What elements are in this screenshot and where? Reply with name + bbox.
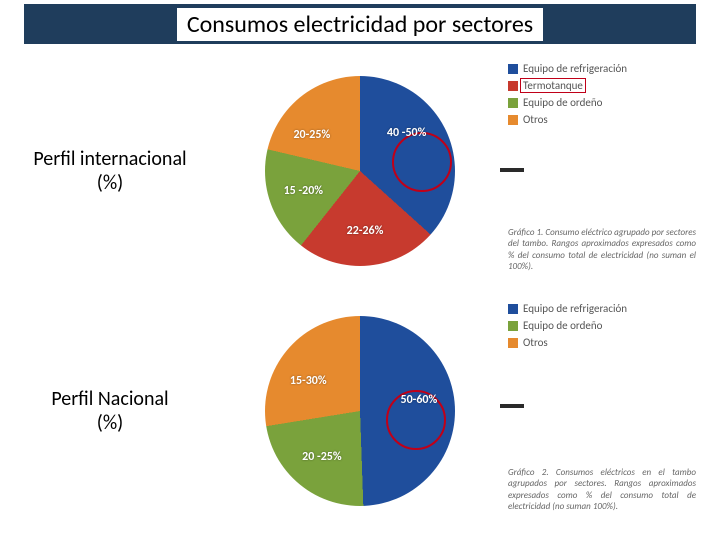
chart2-right-column: Equipo de refrigeración Equipo de ordeño O… bbox=[500, 296, 700, 526]
legend-label: Otros bbox=[523, 113, 548, 126]
legend-swatch bbox=[508, 304, 518, 314]
legend-swatch bbox=[508, 64, 518, 74]
legend-label: Termotanque bbox=[520, 78, 586, 93]
pie-slice-label: 20 -25% bbox=[302, 450, 341, 464]
legend-item: Otros bbox=[508, 113, 627, 126]
chart1-row: Perfil internacional (%) 40 -50% 22-26% 15… bbox=[0, 56, 720, 286]
legend-item: Otros bbox=[508, 336, 627, 349]
legend-label: Equipo de ordeño bbox=[523, 319, 602, 332]
pie-slice-label: 50-60% bbox=[401, 393, 438, 407]
chart1-dash-mark bbox=[500, 168, 524, 172]
legend-label: Equipo de refrigeración bbox=[523, 302, 627, 315]
chart2-legend: Equipo de refrigeración Equipo de ordeño O… bbox=[508, 302, 627, 353]
chart1-container: 40 -50% 22-26% 15 -20% 20-25% bbox=[220, 61, 500, 281]
legend-item: Equipo de refrigeración bbox=[508, 62, 627, 75]
legend-label: Otros bbox=[523, 336, 548, 349]
pie-slice-label: 15-30% bbox=[290, 374, 327, 388]
chart1-caption: Gráfico 1. Consumo eléctrico agrupado po… bbox=[508, 227, 696, 272]
pie-slice-label: 20-25% bbox=[293, 128, 330, 142]
chart1-left-label: Perfil internacional (%) bbox=[0, 147, 220, 195]
chart1-annotation-circle bbox=[392, 132, 452, 192]
chart1-legend: Equipo de refrigeración Termotanque Equipo… bbox=[508, 62, 627, 130]
page-title-bar: Consumos electricidad por sectores bbox=[24, 4, 696, 44]
chart2-left-label: Perfil Nacional (%) bbox=[0, 387, 220, 435]
chart1-label-line2: (%) bbox=[0, 171, 220, 195]
legend-label: Equipo de ordeño bbox=[523, 96, 602, 109]
page-title: Consumos electricidad por sectores bbox=[177, 8, 543, 41]
pie-slice-label: 22-26% bbox=[347, 224, 384, 238]
chart2-label-line1: Perfil Nacional bbox=[0, 387, 220, 411]
legend-item: Equipo de ordeño bbox=[508, 96, 627, 109]
chart2-row: Perfil Nacional (%) 50-60%20 -25%15-30% … bbox=[0, 296, 720, 526]
legend-swatch bbox=[508, 321, 518, 331]
legend-swatch bbox=[508, 81, 518, 91]
chart2-dash-mark bbox=[500, 404, 524, 408]
legend-swatch bbox=[508, 115, 518, 125]
chart1-label-line1: Perfil internacional bbox=[0, 147, 220, 171]
chart2-label-line2: (%) bbox=[0, 411, 220, 435]
legend-item: Equipo de refrigeración bbox=[508, 302, 627, 315]
chart1-right-column: Equipo de refrigeración Termotanque Equipo… bbox=[500, 56, 700, 286]
pie-slice-label: 40 -50% bbox=[387, 126, 426, 140]
legend-item: Equipo de ordeño bbox=[508, 319, 627, 332]
legend-label: Equipo de refrigeración bbox=[523, 62, 627, 75]
chart2-container: 50-60% 20 -25% 15-30% bbox=[220, 301, 500, 521]
legend-item: Termotanque bbox=[508, 79, 627, 92]
legend-swatch bbox=[508, 338, 518, 348]
legend-swatch bbox=[508, 98, 518, 108]
pie-slice-label: 15 -20% bbox=[284, 184, 323, 198]
chart2-caption: Gráfico 2. Consumos eléctricos en el tam… bbox=[508, 467, 696, 512]
